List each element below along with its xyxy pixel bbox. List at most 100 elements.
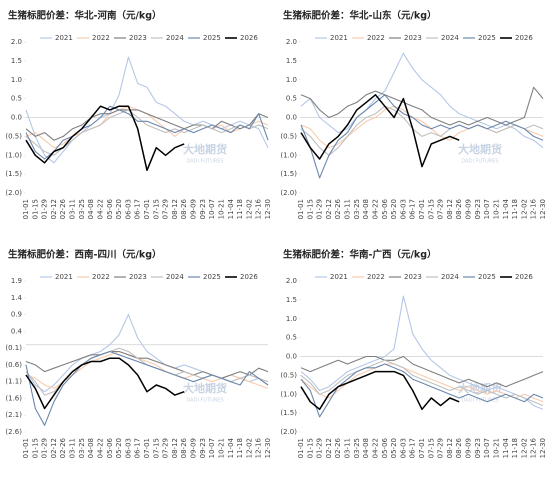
y-tick-label: 1.5	[11, 57, 22, 65]
x-tick-label: 07-15	[152, 438, 160, 458]
x-tick-label: 10-21	[217, 199, 225, 219]
x-tick-label: 02-12	[325, 438, 333, 458]
x-tick-label: 04-08	[87, 438, 95, 458]
x-tick-label: 09-09	[190, 438, 198, 458]
x-tick-label: 12-16	[255, 437, 263, 458]
y-tick-label: (0.5)	[5, 132, 22, 140]
legend-label: 2026	[515, 273, 533, 281]
legend-label: 2026	[240, 34, 258, 42]
legend-label: 2021	[55, 34, 73, 42]
watermark-sub: DADI FUTURES	[186, 398, 223, 404]
legend-label: 2024	[441, 34, 459, 42]
y-tick-label: (1.5)	[5, 170, 22, 178]
x-tick-label: 12-02	[520, 438, 528, 458]
x-tick-label: 01-01	[22, 199, 30, 219]
x-tick-label: 01-29	[41, 199, 49, 219]
x-tick-label: 07-01	[143, 438, 151, 458]
chart-title: 生猪标肥价差：华南-广西（元/kg）	[283, 249, 437, 261]
x-tick-label: 10-21	[217, 438, 225, 458]
x-tick-label: 12-16	[530, 198, 538, 219]
x-tick-label: 01-15	[306, 199, 314, 219]
x-tick-label: 10-07	[208, 438, 216, 458]
y-tick-label: 1.4	[11, 294, 23, 302]
x-tick-label: 03-25	[78, 199, 86, 219]
x-tick-label: 12-30	[539, 438, 547, 458]
x-tick-label: 06-03	[124, 438, 132, 458]
x-tick-label: 08-12	[446, 199, 454, 219]
y-tick-label: (1.5)	[280, 170, 297, 178]
x-tick-label: 12-02	[245, 199, 253, 219]
x-tick-label: 02-26	[334, 198, 342, 219]
x-tick-label: 03-11	[344, 438, 352, 458]
x-tick-label: 01-01	[297, 438, 305, 458]
y-tick-label: 2.0	[286, 277, 297, 285]
watermark: 大地期货	[458, 142, 502, 156]
y-tick-label: 1.0	[286, 76, 297, 84]
x-tick-label: 10-07	[483, 199, 491, 219]
x-tick-label: 08-12	[171, 199, 179, 219]
legend-label: 2025	[478, 34, 496, 42]
watermark-sub: DADI FUTURES	[186, 159, 223, 165]
x-tick-label: 11-18	[236, 438, 244, 458]
chart-title: 生猪标肥价差：西南-四川（元/kg）	[8, 249, 162, 261]
x-tick-label: 09-09	[190, 199, 198, 219]
x-tick-label: 08-26	[455, 437, 463, 458]
x-tick-label: 07-15	[427, 438, 435, 458]
x-tick-label: 03-11	[69, 199, 77, 219]
x-tick-label: 05-06	[106, 198, 114, 219]
series-line	[300, 86, 544, 126]
chart-panel: 生猪标肥价差：西南-四川（元/kg） 大地期货 DADI FUTURES 1.9 1.4…	[5, 249, 272, 459]
y-tick-label: (2.0)	[280, 189, 297, 197]
x-tick-label: 11-04	[502, 198, 510, 219]
x-tick-label: 07-01	[418, 199, 426, 219]
y-tick-label: 2.0	[11, 38, 22, 46]
x-tick-label: 01-29	[316, 199, 324, 219]
x-tick-label: 04-22	[371, 438, 379, 458]
watermark: 大地期货	[183, 142, 227, 156]
y-tick-label: 1.5	[286, 296, 297, 304]
series-line	[25, 350, 269, 426]
x-tick-label: 03-25	[353, 199, 361, 219]
watermark: 大地期货	[183, 381, 227, 395]
legend-label: 2025	[478, 273, 496, 281]
legend-label: 2024	[166, 34, 184, 42]
legend-label: 2024	[166, 273, 184, 281]
y-tick-label: (1.0)	[280, 390, 297, 398]
y-tick-label: (2.6)	[5, 428, 22, 436]
x-tick-label: 09-23	[474, 199, 482, 219]
y-tick-label: 0.5	[11, 95, 22, 103]
x-tick-label: 02-26	[59, 437, 67, 458]
series-line	[25, 350, 269, 379]
chart-panel: 生猪标肥价差：华北-河南（元/kg） 大地期货 DADI FUTURES 2.0 1.5…	[5, 10, 272, 220]
series-line	[300, 370, 460, 411]
legend-label: 2026	[515, 34, 533, 42]
y-tick-label: (1.5)	[280, 409, 297, 417]
series-line	[25, 357, 185, 410]
series-line	[300, 94, 544, 179]
x-tick-label: 06-03	[399, 438, 407, 458]
y-tick-label: (0.5)	[280, 132, 297, 140]
legend-label: 2026	[240, 273, 258, 281]
x-tick-label: 05-20	[390, 199, 398, 219]
series-line	[25, 105, 269, 160]
x-tick-label: 04-22	[96, 199, 104, 219]
x-tick-label: 02-12	[50, 199, 58, 219]
legend-label: 2024	[441, 273, 459, 281]
legend-label: 2021	[330, 34, 348, 42]
series-line	[300, 94, 460, 168]
x-tick-label: 11-04	[502, 437, 510, 458]
x-tick-label: 11-18	[511, 199, 519, 219]
y-tick-label: 1.9	[11, 277, 22, 285]
x-tick-label: 07-15	[152, 199, 160, 219]
y-tick-label: 2.0	[286, 38, 297, 46]
y-tick-label: 0.0	[11, 114, 22, 122]
series-line	[25, 347, 269, 396]
x-tick-label: 09-23	[199, 438, 207, 458]
series-line	[300, 52, 544, 149]
x-tick-label: 01-01	[297, 199, 305, 219]
x-tick-label: 01-01	[22, 438, 30, 458]
y-tick-label: 0.5	[286, 95, 297, 103]
y-tick-label: 0.9	[11, 311, 22, 319]
chart-title: 生猪标肥价差：华北-河南（元/kg）	[8, 10, 162, 22]
